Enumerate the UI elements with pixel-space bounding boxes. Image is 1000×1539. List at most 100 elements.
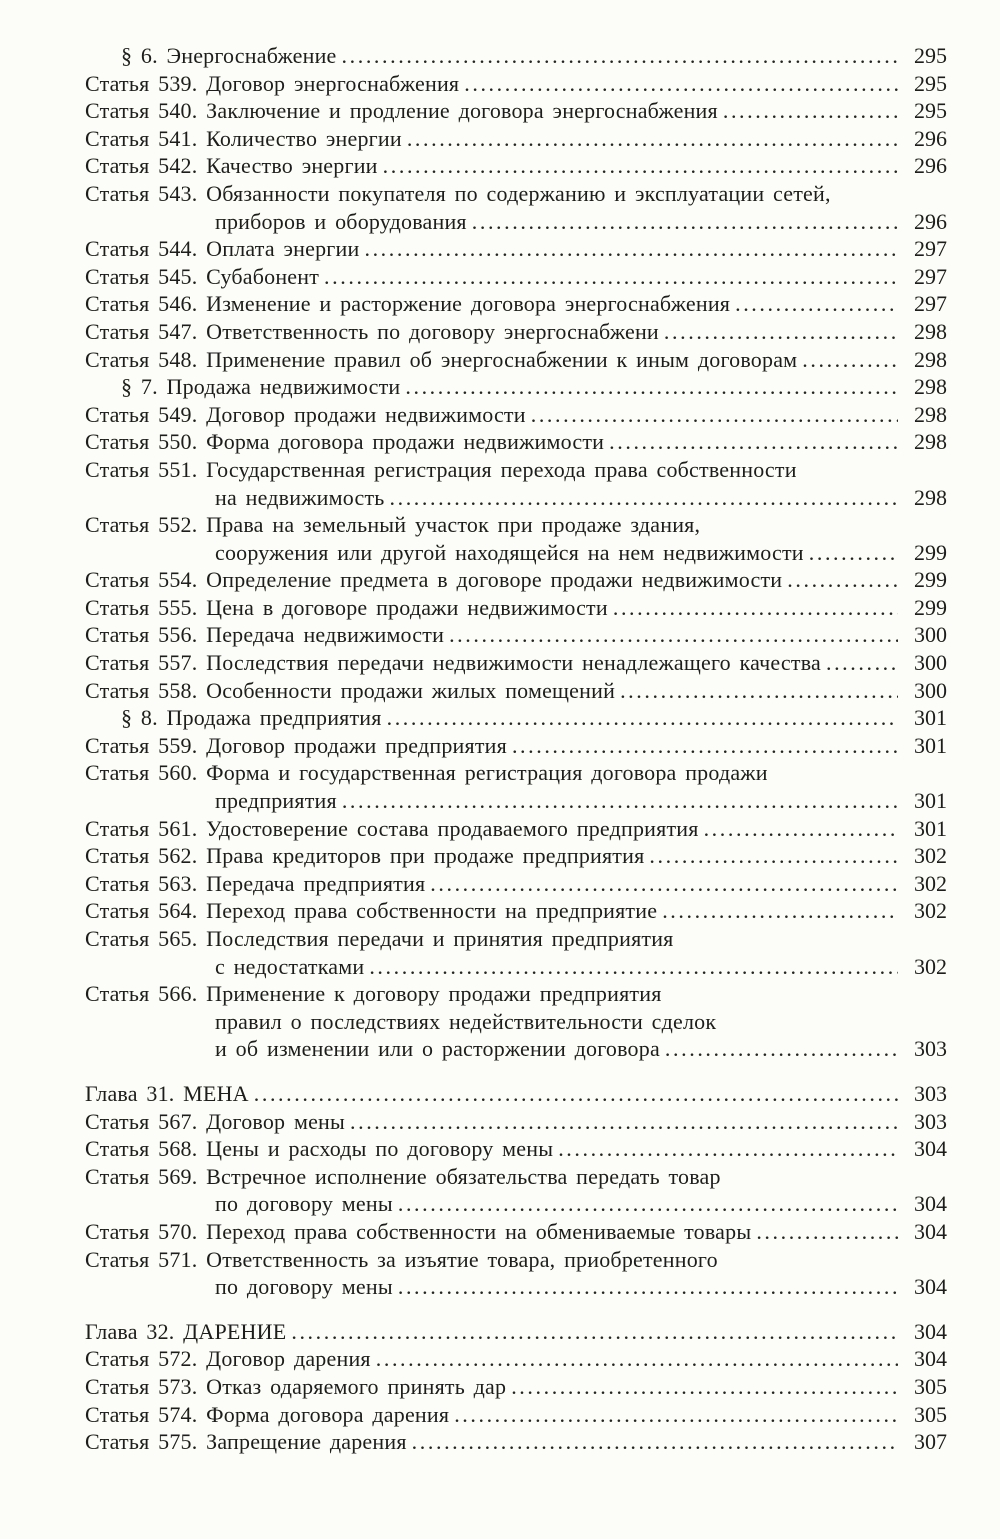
entry-line-first: Статья 556. Передача недвижимости 300 xyxy=(85,621,947,649)
entry-line-first: Глава 32. ДАРЕНИЕ 304 xyxy=(85,1318,947,1346)
entry-line-first: Статья 558. Особенности продажи жилых по… xyxy=(85,677,947,705)
entry-prefix-and-title: Статья 544. Оплата энергии xyxy=(85,236,360,262)
page-number: 296 xyxy=(914,153,947,179)
entry-line-first: § 8. Продажа предприятия 301 xyxy=(85,704,947,732)
page-number: 303 xyxy=(914,1036,947,1062)
toc-entry: Статья 552. Права на земельный участок п… xyxy=(85,511,947,566)
page-number: 298 xyxy=(914,401,947,427)
dot-leader xyxy=(609,428,898,456)
entry-prefix-and-title: Статья 572. Договор дарения xyxy=(85,1346,371,1372)
entry-line-first: Статья 544. Оплата энергии 297 xyxy=(85,235,947,263)
page-number: 295 xyxy=(914,70,947,96)
entry-prefix-and-title: § 6. Энергоснабжение xyxy=(121,43,337,68)
dot-leader xyxy=(291,1318,898,1346)
toc-entry: Статья 567. Договор мены 303 xyxy=(85,1108,947,1136)
entry-line-continuation: предприятия 301 xyxy=(85,787,947,815)
toc-entry: Статья 562. Права кредиторов при продаже… xyxy=(85,842,947,870)
entry-prefix-and-title: Статья 557. Последствия передачи недвижи… xyxy=(85,650,821,676)
dot-leader xyxy=(364,235,898,263)
dot-leader xyxy=(756,1218,898,1246)
page-number: 304 xyxy=(914,1318,947,1344)
page-number: 302 xyxy=(914,870,947,896)
dot-leader xyxy=(383,152,898,180)
toc-entry: § 7. Продажа недвижимости 298 xyxy=(85,373,947,401)
dot-leader xyxy=(454,1401,898,1429)
toc-entry: Статья 575. Запрещение дарения 307 xyxy=(85,1428,947,1456)
page-number: 299 xyxy=(914,567,947,593)
dot-leader xyxy=(649,842,898,870)
dot-leader xyxy=(809,539,898,567)
page-number: 305 xyxy=(914,1401,947,1427)
dot-leader xyxy=(735,290,898,318)
entry-prefix-and-title: Статья 540. Заключение и продление догов… xyxy=(85,98,718,124)
toc-entry: Статья 555. Цена в договоре продажи недв… xyxy=(85,594,947,622)
toc-entry: Статья 559. Договор продажи предприятия 3… xyxy=(85,732,947,760)
entry-prefix-and-title: Статья 560. Форма и государственная реги… xyxy=(85,760,768,786)
toc-entry: Статья 541. Количество энергии 296 xyxy=(85,125,947,153)
toc-entry: Статья 564. Переход права собственности … xyxy=(85,897,947,925)
dot-leader xyxy=(665,1035,898,1063)
dot-leader xyxy=(664,318,898,346)
entry-prefix-and-title: Статья 546. Изменение и расторжение дого… xyxy=(85,291,731,317)
page-number: 297 xyxy=(914,236,947,262)
toc-entry: Статья 542. Качество энергии 296 xyxy=(85,152,947,180)
entry-line-first: § 7. Продажа недвижимости 298 xyxy=(85,373,947,401)
toc-entry: Статья 569. Встречное исполнение обязате… xyxy=(85,1163,947,1218)
dot-leader xyxy=(407,125,898,153)
dot-leader xyxy=(512,732,898,760)
entry-line-continuation: на недвижимость 298 xyxy=(85,484,947,512)
page-number: 304 xyxy=(914,1136,947,1162)
entry-prefix-and-title: Статья 570. Переход права собственности … xyxy=(85,1218,752,1244)
entry-prefix-and-title: Статья 559. Договор продажи предприятия xyxy=(85,732,507,758)
toc-entry: Статья 563. Передача предприятия 302 xyxy=(85,870,947,898)
page-number: 302 xyxy=(914,898,947,924)
toc-entry: Статья 545. Субабонент 297 xyxy=(85,263,947,291)
entry-prefix-and-title: Статья 567. Договор мены xyxy=(85,1108,345,1134)
entry-prefix-and-title: Статья 558. Особенности продажи жилых по… xyxy=(85,677,616,703)
entry-line-first: Статья 575. Запрещение дарения 307 xyxy=(85,1428,947,1456)
entry-prefix-and-title: Статья 564. Переход права собственности … xyxy=(85,898,658,924)
entry-prefix-and-title: Статья 541. Количество энергии xyxy=(85,125,402,151)
entry-line-first: § 6. Энергоснабжение 295 xyxy=(85,42,947,70)
entry-title-continuation: правил о последствиях недействительности… xyxy=(215,1008,717,1034)
dot-leader xyxy=(350,1108,898,1136)
toc-entry: Статья 547. Ответственность по договору … xyxy=(85,318,947,346)
toc-entry: Статья 546. Изменение и расторжение дого… xyxy=(85,290,947,318)
dot-leader xyxy=(398,1273,898,1301)
dot-leader xyxy=(620,677,898,705)
entry-prefix-and-title: Статья 574. Форма договора дарения xyxy=(85,1401,450,1427)
entry-line-first: Статья 574. Форма договора дарения 305 xyxy=(85,1401,947,1429)
entry-line-continuation: приборов и оборудования 296 xyxy=(85,208,947,236)
entry-prefix-and-title: Статья 542. Качество энергии xyxy=(85,153,378,179)
toc-entry: Глава 31. МЕНА 303 xyxy=(85,1080,947,1108)
page-number: 296 xyxy=(914,125,947,151)
entry-prefix-and-title: § 8. Продажа предприятия xyxy=(121,705,382,731)
page-number: 305 xyxy=(914,1373,947,1399)
entry-prefix-and-title: Статья 569. Встречное исполнение обязате… xyxy=(85,1163,721,1189)
dot-leader xyxy=(324,263,898,291)
entry-line-continuation: правил о последствиях недействительности… xyxy=(85,1008,947,1036)
page-number: 298 xyxy=(914,429,947,455)
toc-entry: Статья 571. Ответственность за изъятие т… xyxy=(85,1246,947,1301)
entry-line-first: Статья 548. Применение правил об энергос… xyxy=(85,346,947,374)
toc-entry: Статья 554. Определение предмета в догов… xyxy=(85,566,947,594)
page-number: 307 xyxy=(914,1429,947,1455)
entry-line-first: Статья 555. Цена в договоре продажи недв… xyxy=(85,594,947,622)
entry-prefix-and-title: Статья 552. Права на земельный участок п… xyxy=(85,512,701,538)
toc-entry: Статья 574. Форма договора дарения 305 xyxy=(85,1401,947,1429)
entry-line-first: Статья 541. Количество энергии 296 xyxy=(85,125,947,153)
entry-line-continuation: сооружения или другой находящейся на нем… xyxy=(85,539,947,567)
dot-leader xyxy=(511,1373,898,1401)
page-number: 301 xyxy=(914,705,947,731)
page-number: 299 xyxy=(914,539,947,565)
dot-leader xyxy=(369,953,898,981)
page-number: 304 xyxy=(914,1191,947,1217)
entry-prefix-and-title: Статья 539. Договор энергоснабжения xyxy=(85,70,460,96)
entry-prefix-and-title: Статья 551. Государственная регистрация … xyxy=(85,456,797,482)
entry-line-first: Статья 547. Ответственность по договору … xyxy=(85,318,947,346)
entry-line-first: Статья 567. Договор мены 303 xyxy=(85,1108,947,1136)
toc-entry: § 8. Продажа предприятия 301 xyxy=(85,704,947,732)
dot-leader xyxy=(787,566,898,594)
entry-line-first: Статья 546. Изменение и расторжение дого… xyxy=(85,290,947,318)
